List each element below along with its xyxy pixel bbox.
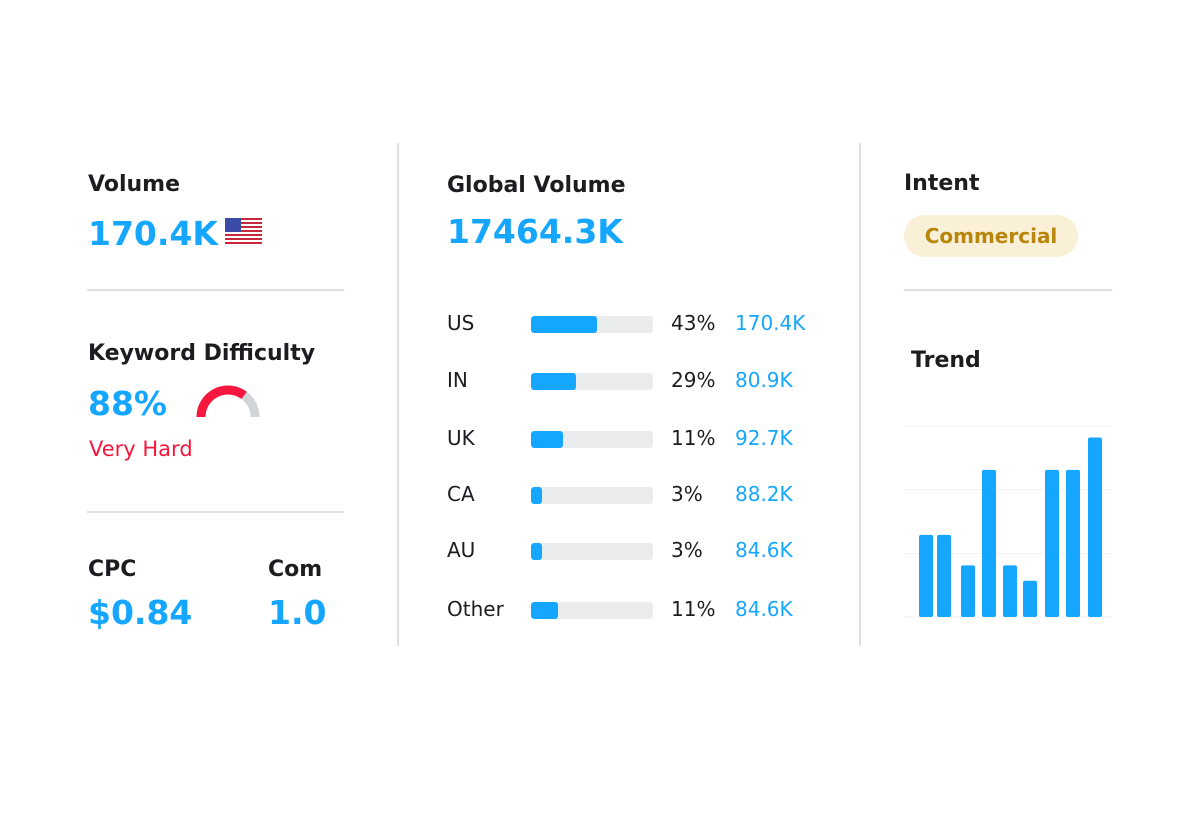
country-volume: 92.7K — [735, 426, 793, 450]
difficulty-gauge — [196, 385, 260, 418]
country-row: Other 11% 84.6K — [447, 595, 827, 625]
country-row: UK 11% 92.7K — [447, 424, 827, 454]
trend-bar — [961, 565, 975, 617]
divider — [904, 289, 1112, 291]
country-volume: 84.6K — [735, 538, 793, 562]
cpc-label: CPC — [88, 557, 137, 582]
country-percent: 43% — [671, 311, 716, 335]
country-share-fill — [531, 487, 542, 504]
country-share-bar — [531, 602, 653, 619]
country-share-bar — [531, 431, 653, 448]
volume-label: Volume — [88, 172, 180, 197]
divider — [87, 289, 344, 291]
trend-chart — [904, 425, 1112, 618]
country-volume: 80.9K — [735, 368, 793, 392]
cpc-value: $0.84 — [88, 593, 193, 632]
country-share-fill — [531, 373, 577, 390]
difficulty-rating: Very Hard — [89, 437, 193, 461]
trend-bar — [1088, 437, 1102, 617]
trend-bar — [937, 534, 951, 617]
country-row: IN 29% 80.9K — [447, 366, 827, 396]
country-percent: 3% — [671, 482, 703, 506]
com-label: Com — [268, 557, 323, 582]
trend-bar — [1003, 565, 1017, 617]
country-share-fill — [531, 431, 563, 448]
country-percent: 3% — [671, 538, 703, 562]
country-share-fill — [531, 316, 597, 333]
country-percent: 11% — [671, 426, 716, 450]
global-volume-label: Global Volume — [447, 173, 626, 198]
trend-bar — [1023, 580, 1037, 617]
divider — [87, 511, 344, 513]
country-percent: 29% — [671, 368, 716, 392]
intent-label: Intent — [904, 171, 980, 196]
country-row: AU 3% 84.6K — [447, 536, 827, 566]
trend-bar — [919, 534, 933, 617]
country-volume: 170.4K — [735, 311, 806, 335]
country-name: CA — [447, 482, 475, 506]
country-share-fill — [531, 602, 558, 619]
us-flag-icon — [225, 218, 262, 244]
country-share-bar — [531, 373, 653, 390]
country-share-fill — [531, 543, 542, 560]
country-volume: 88.2K — [735, 482, 793, 506]
country-share-bar — [531, 487, 653, 504]
trend-bar — [982, 469, 996, 617]
trend-label: Trend — [911, 348, 981, 373]
country-name: Other — [447, 597, 504, 621]
country-row: US 43% 170.4K — [447, 309, 827, 339]
intent-badge: Commercial — [904, 215, 1078, 257]
com-value: 1.0 — [268, 593, 327, 632]
country-share-bar — [531, 543, 653, 560]
country-name: US — [447, 311, 475, 335]
country-volume: 84.6K — [735, 597, 793, 621]
column-divider — [859, 143, 861, 646]
global-volume-value: 17464.3K — [447, 212, 623, 251]
country-name: AU — [447, 538, 476, 562]
country-name: IN — [447, 368, 468, 392]
trend-bar — [1045, 469, 1059, 617]
country-percent: 11% — [671, 597, 716, 621]
difficulty-value: 88% — [88, 384, 167, 423]
difficulty-label: Keyword Difficulty — [88, 341, 316, 366]
volume-value: 170.4K — [88, 214, 218, 253]
country-name: UK — [447, 426, 475, 450]
trend-bar — [1066, 469, 1080, 617]
column-divider — [397, 143, 399, 646]
country-share-bar — [531, 316, 653, 333]
country-row: CA 3% 88.2K — [447, 480, 827, 510]
